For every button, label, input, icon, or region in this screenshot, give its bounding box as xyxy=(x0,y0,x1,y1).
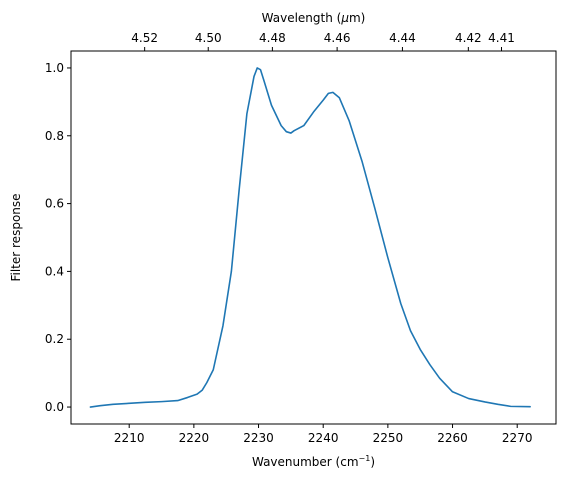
y-axis-label: Filter response xyxy=(9,193,23,281)
top-axis-label: Wavelength (μm) xyxy=(262,11,366,25)
y-tick-label: 0.2 xyxy=(45,332,64,346)
x-axis-label: Wavenumber (cm−1) xyxy=(252,454,375,469)
x-tick-label: 2250 xyxy=(373,431,404,445)
x-axis-label-superscript: −1 xyxy=(359,454,371,463)
y-tick-label: 0.6 xyxy=(45,197,64,211)
x-axis-label-tail: ) xyxy=(370,455,375,469)
x-tick-label: 2220 xyxy=(179,431,210,445)
top-axis-label-mu: μ xyxy=(340,11,349,25)
top-tick-label: 4.50 xyxy=(195,31,222,45)
x-tick-label: 2240 xyxy=(308,431,339,445)
bottom-axis-ticks: 2210 2220 2230 2240 2250 2260 2270 xyxy=(114,424,533,445)
plot-area xyxy=(71,51,556,424)
x-tick-label: 2270 xyxy=(502,431,533,445)
series-line xyxy=(89,67,531,408)
x-tick-label: 2230 xyxy=(243,431,274,445)
top-axis-label-tail: m) xyxy=(349,11,365,25)
y-tick-label: 0.8 xyxy=(45,129,64,143)
top-tick-label: 4.41 xyxy=(488,31,515,45)
y-tick-label: 1.0 xyxy=(45,61,64,75)
x-tick-label: 2260 xyxy=(437,431,468,445)
top-tick-label: 4.48 xyxy=(259,31,286,45)
top-axis-ticks: 4.52 4.50 4.48 4.46 4.44 4.42 4.41 xyxy=(131,31,515,51)
top-tick-label: 4.46 xyxy=(324,31,351,45)
left-axis-ticks: 0.0 0.2 0.4 0.6 0.8 1.0 xyxy=(45,61,71,414)
plot-frame xyxy=(70,50,557,425)
top-tick-label: 4.42 xyxy=(455,31,482,45)
y-tick-label: 0.4 xyxy=(45,264,64,278)
y-tick-label: 0.0 xyxy=(45,400,64,414)
x-tick-label: 2210 xyxy=(114,431,145,445)
top-tick-label: 4.44 xyxy=(389,31,416,45)
top-tick-label: 4.52 xyxy=(131,31,158,45)
